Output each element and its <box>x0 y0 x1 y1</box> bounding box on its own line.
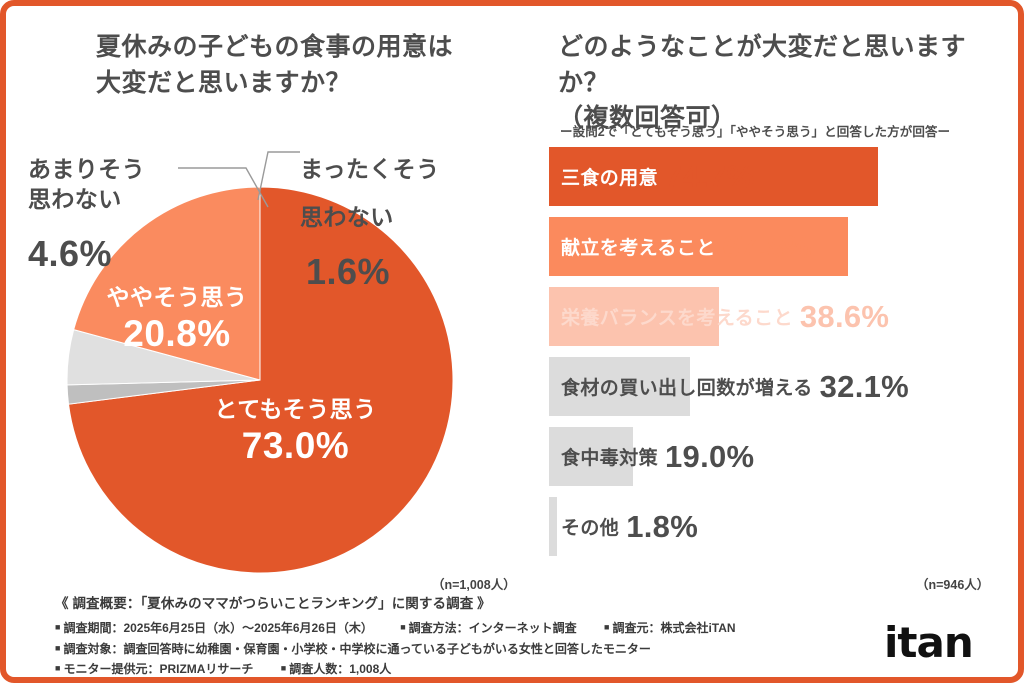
pie-label-totemo-value: 73.0% <box>241 424 350 466</box>
pie-label-amari: あまりそう 思わない 4.6% <box>28 136 213 292</box>
monitor-provider: ■ モニター提供元：PRIZMAリサーチ <box>55 662 253 676</box>
survey-target: ■ 調査対象：調査回答時に幼稚園・保育園・小学校・中学校に通っている子どもがいる女… <box>55 642 651 656</box>
pie-label-mattaku: まったくそう 思わない 1.6% <box>300 136 490 292</box>
page-title-right: どのようなことが大変だと思いますか？ （複数回答可） <box>558 33 967 132</box>
survey-summary-line-3: ■ モニター提供元：PRIZMAリサーチ ■ 調査人数：1,008人 <box>55 659 885 680</box>
monitor-provider-text: モニター提供元：PRIZMAリサーチ <box>63 662 254 677</box>
pie-label-yaya-value: 20.8% <box>123 312 231 354</box>
bar-fill <box>549 427 633 486</box>
pie-sample-size: （n=1,008人） <box>432 578 516 592</box>
bullet-icon: ■ <box>55 622 61 632</box>
pie-label-mattaku-text-1: まったくそう <box>300 156 440 182</box>
bar-value-label: 1.8% <box>626 508 699 544</box>
bar-label-group: 三食の用意 74.7% <box>561 147 754 206</box>
right-chart-subnote: ー設問2で「とてもそう思う」「ややそう思う」と回答した方が回答ー <box>560 125 951 139</box>
respondent-count-text: 調査人数：1,008人 <box>289 662 392 677</box>
bar-category-label: 食中毒対策 <box>561 448 659 469</box>
page-title-left: 夏休みの子どもの食事の用意は 大変だと思いますか？ <box>96 33 454 97</box>
bar-fill <box>549 497 557 556</box>
survey-period-text: 調査期間：2025年6月25日（水）～2025年6月26日（木） <box>63 621 373 635</box>
pie-slice <box>67 186 454 574</box>
survey-summary-heading: 《 調査概要：「夏休みのママがつらいことランキング」に関する調査 》 <box>55 596 491 611</box>
bullet-icon: ■ <box>55 642 61 653</box>
bar-value-label: 67.8% <box>722 228 813 264</box>
itan-logo: itan <box>884 618 974 667</box>
pie-label-mattaku-value: 1.6% <box>306 250 391 292</box>
bar-label-group: 食中毒対策 19.0% <box>561 427 754 486</box>
bullet-icon: ■ <box>400 622 406 632</box>
bar-value-label: 32.1% <box>819 368 910 404</box>
survey-summary-line-2: ■ 調査対象：調査回答時に幼稚園・保育園・小学校・中学校に通っている子どもがいる女… <box>55 639 885 660</box>
bar-chart: 三食の用意 74.7% 献立を考えること 67.8% 栄養バランスを考えること 38.6%… <box>549 147 1009 567</box>
bar-fill <box>549 287 719 346</box>
bar-category-label: 三食の用意 <box>561 168 659 189</box>
survey-target-text: 調査対象：調査回答時に幼稚園・保育園・小学校・中学校に通っている子どもがいる女性… <box>63 641 651 656</box>
survey-period: ■ 調査期間：2025年6月25日（水）～2025年6月26日（木） <box>55 621 373 635</box>
bar-fill <box>549 217 848 276</box>
bar-category-label: その他 <box>561 518 620 539</box>
pie-label-totemo-text: とてもそう思う <box>214 396 377 422</box>
bar-row: 栄養バランスを考えること 38.6% <box>549 287 1009 354</box>
survey-source: ■ 調査元：株式会社iTAN <box>604 621 736 635</box>
bar-category-label: 栄養バランスを考えること <box>561 308 793 329</box>
bar-label-group: 栄養バランスを考えること 38.6% <box>561 287 889 346</box>
bar-row: 食材の買い出し回数が増える 32.1% <box>549 357 1009 424</box>
respondent-count: ■ 調査人数：1,008人 <box>281 662 391 676</box>
bar-row: その他 1.8% <box>549 497 1009 564</box>
bar-category-label: 献立を考えること <box>561 238 716 259</box>
bar-value-label: 19.0% <box>665 438 755 474</box>
bar-category-label: 食材の買い出し回数が増える <box>561 378 813 399</box>
survey-method: ■ 調査方法：インターネット調査 <box>400 621 576 635</box>
pie-label-totemo: とてもそう思う 73.0% <box>178 395 413 467</box>
bullet-icon: ■ <box>55 663 61 674</box>
bar-label-group: 食材の買い出し回数が増える 32.1% <box>561 357 909 416</box>
pie-chart-svg <box>66 186 454 574</box>
bullet-icon: ■ <box>604 622 610 632</box>
bar-value-label: 74.7% <box>665 158 755 194</box>
pie-label-yaya-text: ややそう思う <box>106 284 248 310</box>
bar-label-group: 献立を考えること 67.8% <box>561 217 812 276</box>
bar-label-group: その他 1.8% <box>561 497 698 556</box>
bar-row: 食中毒対策 19.0% <box>549 427 1009 494</box>
bar-row: 献立を考えること 67.8% <box>549 217 1009 284</box>
pie-label-amari-text: あまりそう 思わない <box>28 156 145 213</box>
bar-sample-size: （n=946人） <box>916 578 990 592</box>
bar-fill <box>549 357 691 416</box>
survey-method-text: 調査方法：インターネット調査 <box>408 621 577 635</box>
pie-label-yaya: ややそう思う 20.8% <box>72 283 282 355</box>
bullet-icon: ■ <box>280 663 287 674</box>
survey-source-text: 調査元：株式会社iTAN <box>612 621 736 635</box>
pie-chart <box>60 180 460 580</box>
bar-value-label: 38.6% <box>799 298 890 334</box>
survey-summary: 《 調査概要：「夏休みのママがつらいことランキング」に関する調査 》 ■ 調査期間… <box>55 592 885 680</box>
bar-fill <box>549 147 878 206</box>
survey-summary-line-1: ■ 調査期間：2025年6月25日（水）～2025年6月26日（木） ■ 調査方法：… <box>55 618 885 639</box>
pie-label-amari-value: 4.6% <box>28 232 113 274</box>
pie-label-mattaku-text-2: 思わない <box>300 204 394 231</box>
bar-row: 三食の用意 74.7% <box>549 147 1009 214</box>
